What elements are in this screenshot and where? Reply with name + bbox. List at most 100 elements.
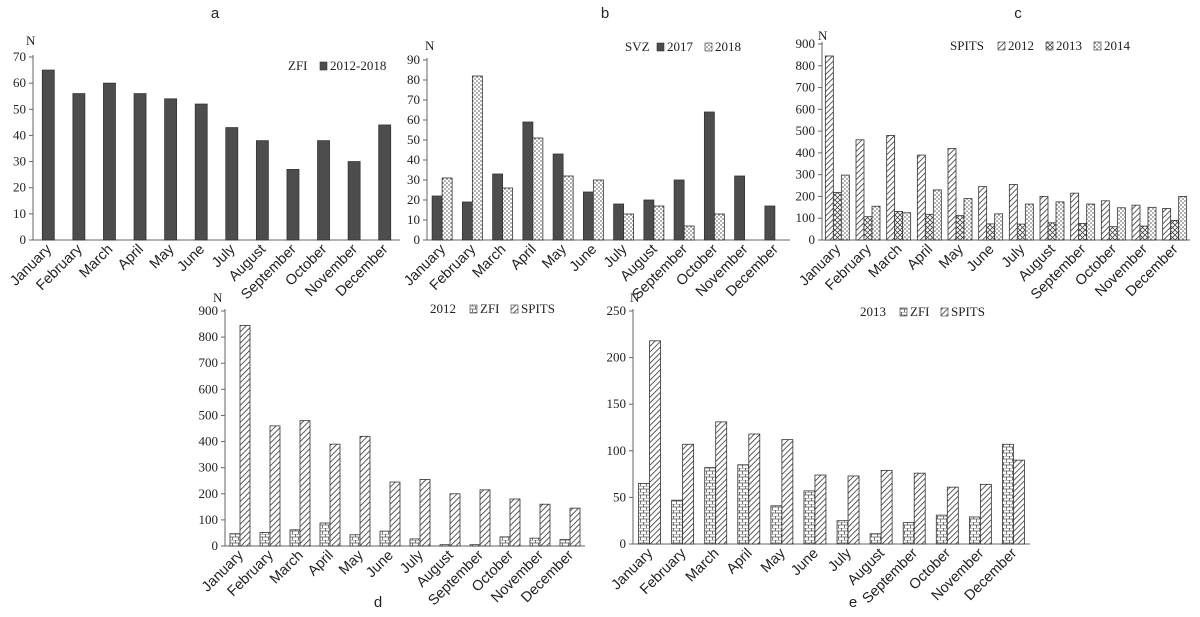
- legend-swatch: [319, 61, 328, 71]
- x-tick-label: June: [788, 546, 822, 580]
- panel-letter: b: [601, 5, 609, 22]
- bar-a-2012-2018-August: [255, 140, 269, 241]
- bar-e-ZFI-October: [935, 514, 948, 545]
- bar-e-ZFI-June: [803, 490, 816, 545]
- bar-e-SPITS-November: [979, 483, 992, 545]
- y-tick-label: 500: [199, 407, 219, 422]
- legend-swatch: [899, 307, 908, 317]
- bar-a-2012-2018-March: [103, 82, 116, 241]
- legend-swatch: [704, 42, 713, 52]
- bar-b-2017-September: [673, 179, 685, 241]
- y-tick-label: 0: [620, 536, 627, 551]
- panel-letter: a: [211, 5, 220, 22]
- bar-d-ZFI-October: [499, 536, 511, 547]
- y-tick-label: 90: [407, 52, 420, 67]
- legend-swatch: [510, 304, 519, 314]
- bar-e-ZFI-February: [671, 499, 684, 545]
- bar-b-2018-January: [441, 177, 453, 241]
- y-tick-label: 200: [796, 188, 816, 203]
- chart-panel-a: 010203040506070NaJanuaryFebruaryMarchApr…: [7, 5, 400, 303]
- bar-b-2018-April: [532, 137, 544, 241]
- bar-e-SPITS-July: [847, 475, 860, 545]
- bar-b-2018-October: [713, 213, 725, 241]
- x-tick-label: June: [174, 242, 208, 276]
- bar-e-ZFI-August: [869, 533, 882, 545]
- y-tick-label: 700: [199, 355, 219, 370]
- x-tick-label: April: [724, 546, 756, 578]
- bar-d-SPITS-April: [329, 443, 341, 547]
- legend-swatch: [1045, 41, 1054, 51]
- bar-c-2012-August: [1039, 196, 1049, 241]
- bar-b-2017-November: [734, 175, 746, 241]
- legend-label: 2014: [1104, 38, 1131, 53]
- panel-letter: c: [1014, 5, 1022, 22]
- bar-b-2017-April: [522, 121, 534, 241]
- bar-c-2014-April: [932, 189, 942, 241]
- bar-a-2012-2018-October: [317, 140, 330, 241]
- bar-c-2012-September: [1070, 192, 1080, 241]
- y-axis-label: N: [425, 38, 435, 53]
- legend-label: SPITS: [951, 304, 985, 319]
- legend-label: 2017: [667, 39, 694, 54]
- y-tick-label: 100: [796, 210, 816, 225]
- bar-c-2012-October: [1100, 200, 1110, 241]
- bar-d-ZFI-April: [319, 522, 331, 547]
- bar-c-2013-January: [832, 192, 842, 241]
- bar-b-2017-July: [613, 203, 625, 241]
- bar-b-2018-August: [653, 205, 665, 241]
- y-tick-label: 40: [407, 152, 420, 167]
- bar-d-SPITS-May: [359, 435, 371, 547]
- bar-c-2013-April: [924, 213, 934, 241]
- bar-d-ZFI-November: [529, 537, 541, 547]
- bar-a-2012-2018-June: [194, 103, 208, 241]
- bar-b-2017-June: [582, 191, 594, 241]
- y-tick-label: 30: [13, 154, 26, 169]
- bar-a-2012-2018-February: [72, 93, 86, 241]
- bar-e-SPITS-March: [715, 421, 728, 545]
- x-tick-label: June: [363, 548, 397, 582]
- y-tick-label: 0: [414, 232, 421, 247]
- y-tick-label: 70: [407, 92, 420, 107]
- legend-swatch: [997, 41, 1006, 51]
- bar-c-2012-July: [1008, 184, 1018, 241]
- bar-d-ZFI-December: [559, 539, 571, 547]
- x-tick-label: March: [76, 242, 116, 282]
- x-tick-label: April: [904, 242, 936, 274]
- legend-swatch: [940, 307, 949, 317]
- bar-d-SPITS-December: [569, 507, 581, 547]
- y-tick-label: 0: [809, 232, 816, 247]
- legend-swatch: [1093, 41, 1102, 51]
- legend-title: 2013: [860, 304, 886, 319]
- y-tick-label: 60: [13, 75, 26, 90]
- bar-d-ZFI-May: [349, 534, 361, 547]
- bar-c-2014-September: [1086, 203, 1096, 241]
- y-tick-label: 70: [13, 49, 26, 64]
- y-tick-label: 400: [199, 434, 219, 449]
- y-tick-label: 0: [20, 232, 27, 247]
- bar-c-2014-February: [871, 205, 881, 241]
- bar-c-2014-October: [1116, 207, 1126, 241]
- bar-d-SPITS-January: [239, 324, 251, 547]
- bar-b-2018-June: [592, 179, 604, 241]
- bar-a-2012-2018-April: [133, 93, 147, 241]
- x-tick-label: May: [336, 547, 367, 578]
- bar-c-2014-August: [1055, 201, 1065, 241]
- y-tick-label: 50: [13, 101, 26, 116]
- bar-b-2018-September: [683, 225, 695, 241]
- bar-c-2013-October: [1108, 226, 1118, 241]
- x-tick-label: May: [539, 241, 570, 272]
- x-tick-label: March: [683, 546, 723, 586]
- x-tick-label: April: [115, 242, 147, 274]
- legend-label: 2013: [1056, 38, 1082, 53]
- legend-title: SPITS: [950, 38, 984, 53]
- x-tick-label: March: [267, 548, 307, 588]
- y-axis-label: N: [213, 290, 223, 305]
- bar-b-2018-May: [562, 175, 574, 241]
- legend: SVZ 2017 2018: [625, 39, 741, 54]
- bar-c-2013-July: [1016, 223, 1026, 241]
- bar-c-2012-November: [1131, 204, 1141, 241]
- y-tick-label: 300: [796, 167, 816, 182]
- y-tick-label: 900: [199, 303, 219, 318]
- bar-a-2012-2018-November: [347, 161, 361, 241]
